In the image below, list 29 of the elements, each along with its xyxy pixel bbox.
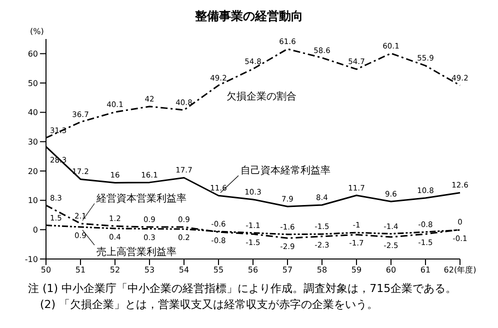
x-tick-label: 57 (282, 266, 293, 275)
chart-title: 整備事業の経営動向 (194, 8, 304, 25)
x-tick-label: 60 (386, 266, 396, 275)
text: 自己資本経常利益率 (240, 164, 330, 177)
y-tick-label: 20 (28, 166, 38, 176)
x-tick-label: 61 (420, 266, 431, 275)
x-tick-label: 55 (213, 266, 224, 275)
y-tick-label: 50 (28, 78, 38, 88)
y-tick-label: 0 (32, 226, 38, 235)
series-label: 欠損企業の割合 (226, 90, 296, 102)
y-tick-label: 10 (28, 196, 38, 206)
y-tick-label: -10 (24, 254, 38, 264)
y-tick-label: 60 (28, 50, 38, 59)
x-tick-label: 53 (144, 266, 155, 275)
text: (2) 「欠損企業」とは，営業収支又は経常収支が赤字の企業をいう。 (39, 297, 380, 313)
x-tick-label: 54 (178, 266, 190, 275)
x-tick-label: 58 (316, 266, 328, 275)
series-label: 売上高営業利益率 (96, 246, 176, 258)
x-tick-label: 51 (75, 266, 86, 275)
text: 経営資本営業利益率 (96, 192, 186, 205)
y-axis-title: (%) (30, 27, 44, 36)
x-tick-label: 50 (40, 266, 52, 275)
x-tick-label: 59 (351, 266, 362, 275)
x-tick-label: 62(年度) (444, 266, 476, 275)
x-tick-label: 52 (110, 266, 120, 275)
text: 注 (1) 中小企業庁「中小企業の経営指標」により作成。調査対象は，715企業である。 (28, 281, 458, 297)
x-tick-label: 56 (248, 266, 258, 275)
y-tick-label: 40 (28, 108, 38, 118)
y-tick-label: 30 (28, 138, 38, 147)
